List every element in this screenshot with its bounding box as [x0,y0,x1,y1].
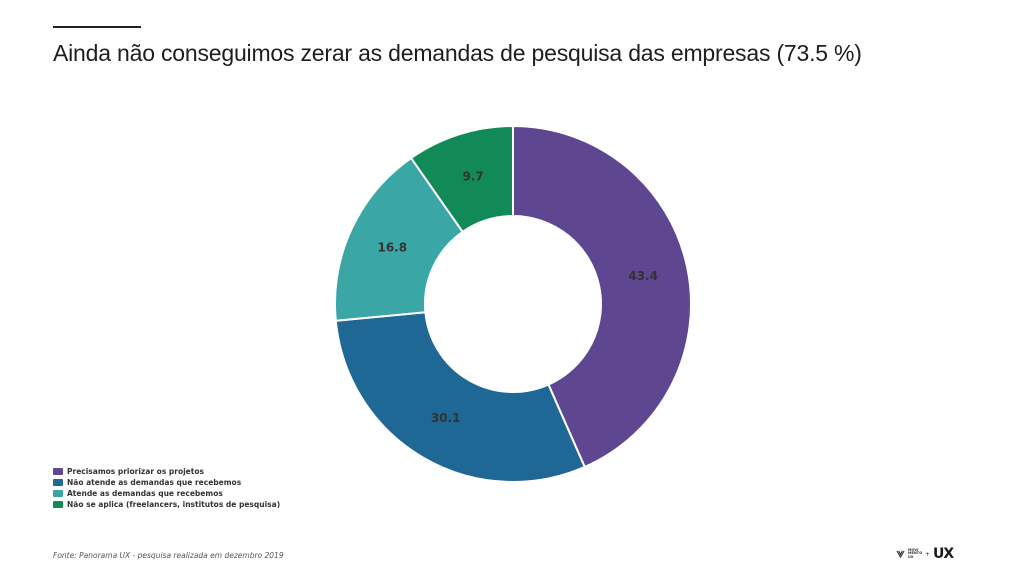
chart-legend: Precisamos priorizar os projetos Não aten… [53,467,280,509]
movimento-ux-logo: MOVI MENTO UX + UX [896,545,960,563]
slice-value-label-4: 9.7 [462,170,483,184]
legend-item-3: Atende as demandas que recebemos [53,489,280,498]
title-rule [53,26,141,28]
legend-label-2: Não atende as demandas que recebemos [67,478,242,487]
logo-small-text: MOVI MENTO UX [908,547,923,559]
movimento-logo-icon [896,550,905,558]
legend-swatch-3 [53,490,63,497]
legend-item-4: Não se aplica (freelancers, institutos d… [53,500,280,509]
slice-value-label-3: 16.8 [377,241,407,255]
slice-value-label-1: 43.4 [628,269,658,283]
legend-item-2: Não atende as demandas que recebemos [53,478,280,487]
legend-item-1: Precisamos priorizar os projetos [53,467,280,476]
source-note: Fonte: Panorama UX - pesquisa realizada … [53,551,284,560]
legend-swatch-1 [53,468,63,475]
donut-slice-2 [334,311,587,483]
donut-slice-1 [512,124,692,469]
legend-label-3: Atende as demandas que recebemos [67,489,223,498]
logo-ux: UX [933,546,954,562]
donut-slice-4 [409,124,514,234]
legend-swatch-2 [53,479,63,486]
legend-swatch-4 [53,501,63,508]
legend-label-4: Não se aplica (freelancers, institutos d… [67,500,281,509]
legend-label-1: Precisamos priorizar os projetos [67,467,204,476]
donut-slice-3 [334,156,465,322]
logo-plus: + [925,550,931,558]
chart-title: Ainda não conseguimos zerar as demandas … [53,40,862,66]
slice-value-label-2: 30.1 [431,411,461,425]
